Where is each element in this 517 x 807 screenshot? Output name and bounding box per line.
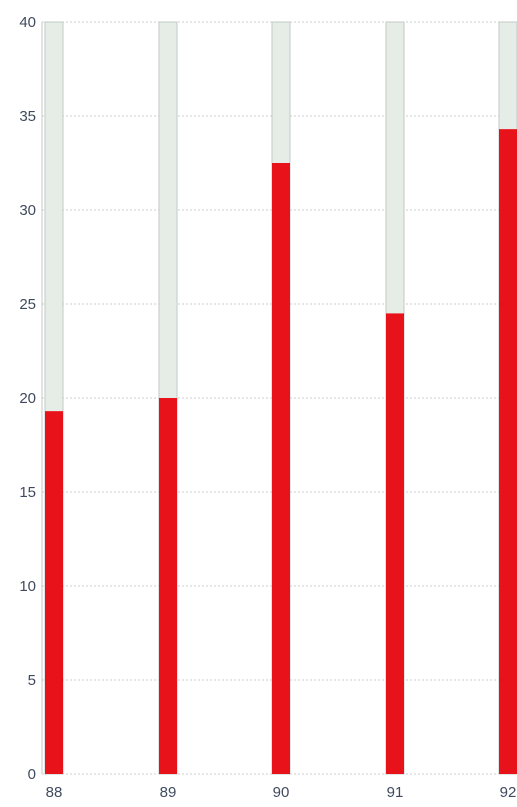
y-tick-label-20: 20 xyxy=(19,390,36,407)
bars xyxy=(44,21,517,775)
y-tick-label-0: 0 xyxy=(28,766,36,783)
x-axis: 88 89 90 91 92 xyxy=(46,784,517,801)
y-tick-label-30: 30 xyxy=(19,202,36,219)
y-tick-label-15: 15 xyxy=(19,484,36,501)
y-tick-label-25: 25 xyxy=(19,296,36,313)
bar-91 xyxy=(386,313,404,774)
bar-90 xyxy=(272,163,290,774)
y-tick-label-10: 10 xyxy=(19,578,36,595)
x-tick-label-88: 88 xyxy=(46,784,63,801)
x-tick-label-90: 90 xyxy=(273,784,290,801)
y-tick-label-40: 40 xyxy=(19,14,36,31)
x-tick-label-89: 89 xyxy=(160,784,177,801)
bar-89 xyxy=(159,398,177,774)
bar-92 xyxy=(499,129,517,774)
y-tick-label-35: 35 xyxy=(19,108,36,125)
x-tick-label-91: 91 xyxy=(387,784,404,801)
x-tick-label-92: 92 xyxy=(500,784,517,801)
bar-88 xyxy=(45,411,63,774)
y-tick-label-5: 5 xyxy=(28,672,36,689)
y-axis: 0 5 10 15 20 25 30 35 40 xyxy=(19,14,43,783)
